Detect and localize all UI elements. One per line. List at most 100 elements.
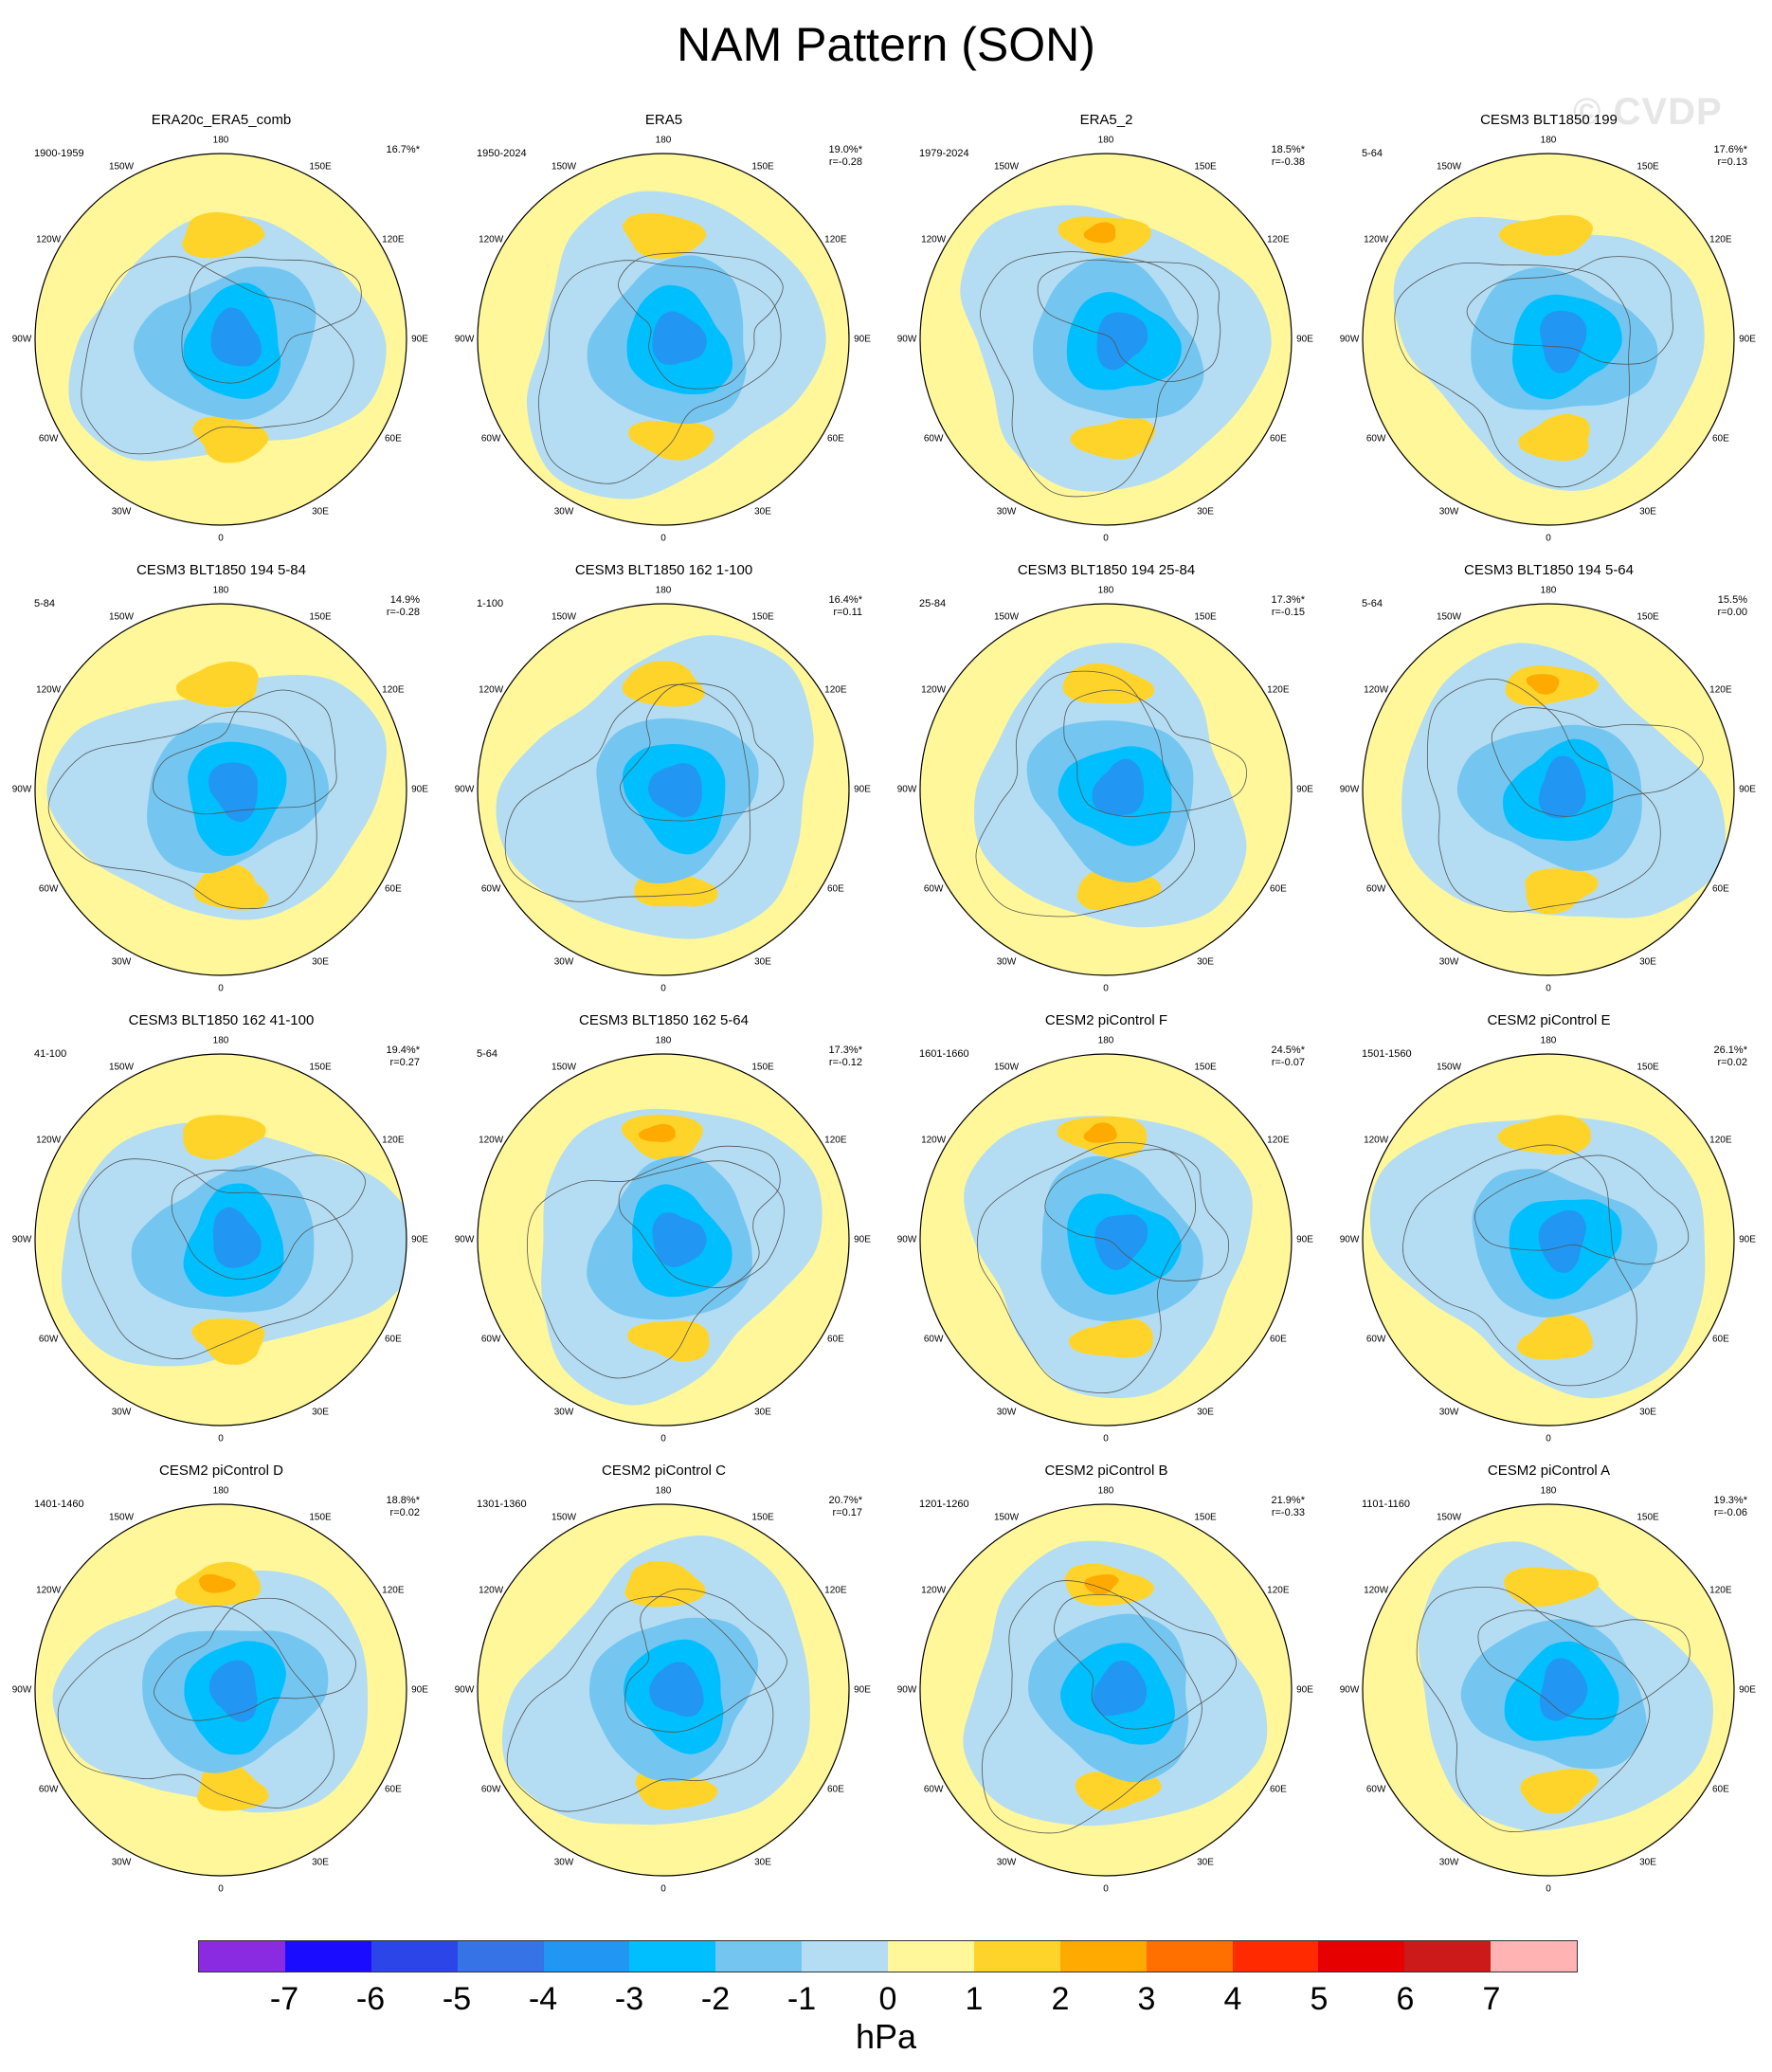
coastline: [57, 1606, 335, 1808]
variance-explained: 26.1%*: [1713, 1045, 1747, 1056]
map-boundary: [34, 1053, 407, 1427]
anomaly-region: [1520, 1769, 1599, 1814]
coastline: [1063, 689, 1247, 818]
anomaly-region: [622, 212, 707, 259]
coastline: [980, 251, 1199, 498]
map-panel: ERA5_2 1979-2024 18.5%* r=-0.38 180 150E 120E 9…: [885, 112, 1328, 562]
longitude-label: 120W: [1364, 234, 1389, 245]
map-panel: CESM3 BLT1850 162 41-100 41-100 19.4%* r=0.…: [0, 1012, 443, 1463]
longitude-label: 30E: [754, 956, 771, 968]
pattern-correlation: r=0.27: [389, 1057, 421, 1068]
longitude-label: 120E: [824, 1135, 847, 1146]
longitude-label: 120W: [479, 684, 504, 696]
longitude-label: 30W: [553, 956, 574, 968]
panel-stats: 17.3%* r=-0.12: [777, 1045, 862, 1069]
longitude-label: 90W: [896, 1234, 917, 1245]
longitude-label: 90E: [411, 1684, 428, 1696]
longitude-label: 0: [218, 1433, 224, 1445]
longitude-label: 90E: [854, 1684, 871, 1696]
colorbar-box: [1491, 1941, 1577, 1972]
variance-explained: 24.5%*: [1271, 1045, 1305, 1056]
longitude-label: 150E: [1194, 1062, 1217, 1073]
panel-period: 1501-1560: [1362, 1048, 1412, 1060]
panel-period: 1201-1260: [919, 1499, 969, 1510]
colorbar-box: [1404, 1941, 1492, 1972]
longitude-label: 60W: [1365, 883, 1386, 895]
longitude-label: 30W: [553, 506, 574, 518]
longitude-label: 180: [1540, 1035, 1557, 1046]
longitude-label: 180: [655, 1485, 672, 1497]
panel-title: CESM2 piControl F: [1044, 1012, 1168, 1028]
longitude-label: 120E: [1709, 1585, 1732, 1596]
panel-title: CESM2 piControl B: [1044, 1463, 1168, 1479]
longitude-label: 90W: [454, 1684, 475, 1696]
panel-stats: 21.9%* r=-0.33: [1220, 1495, 1305, 1519]
anomaly-region: [1068, 1318, 1153, 1358]
longitude-label: 90E: [1296, 1234, 1313, 1245]
longitude-label: 60E: [1269, 433, 1287, 445]
longitude-label: 90E: [1296, 334, 1313, 345]
anomaly-region: [1518, 413, 1590, 462]
longitude-label: 0: [1103, 983, 1109, 994]
longitude-label: 150E: [1636, 1512, 1659, 1523]
map-boundary: [1362, 1503, 1735, 1877]
longitude-label: 90E: [1296, 784, 1313, 795]
colorbar: [198, 1940, 1578, 1972]
coastline: [506, 1595, 774, 1812]
panel-period: 5-64: [1362, 598, 1383, 609]
longitude-label: 150W: [1436, 161, 1462, 173]
map-panel: CESM3 BLT1850 162 5-64 5-64 17.3%* r=-0.12 1…: [443, 1012, 885, 1463]
anomaly-region: [1538, 755, 1586, 819]
panel-stats: 19.0%* r=-0.28: [777, 144, 862, 169]
longitude-label: 90W: [1339, 334, 1360, 345]
variance-explained: 18.8%*: [386, 1495, 420, 1506]
colorbar-box: [629, 1941, 716, 1972]
longitude-label: 150E: [1194, 611, 1217, 623]
coastline: [527, 1160, 785, 1379]
longitude-label: 60W: [480, 433, 501, 445]
colorbar-box: [457, 1941, 544, 1972]
map-boundary: [919, 1503, 1293, 1877]
longitude-label: 60E: [1711, 1784, 1729, 1795]
colorbar-box: [973, 1941, 1060, 1972]
anomaly-region: [182, 211, 265, 259]
anomaly-region: [175, 661, 259, 707]
anomaly-region: [1084, 1574, 1119, 1595]
polar-map: [1362, 603, 1735, 976]
panel-stats: 16.7%*: [335, 144, 420, 156]
panel-stats: 26.1%* r=0.02: [1662, 1045, 1747, 1069]
longitude-label: 90E: [854, 784, 871, 795]
anomaly-region: [1526, 674, 1560, 695]
longitude-label: 150E: [309, 1512, 332, 1523]
longitude-label: 150W: [551, 1062, 577, 1073]
map-panel: ERA5 1950-2024 19.0%* r=-0.28 180 150E 120E 90E…: [443, 112, 885, 562]
longitude-label: 30E: [1197, 1407, 1214, 1418]
colorbar-box: [1146, 1941, 1233, 1972]
pattern-correlation: r=0.17: [832, 1507, 863, 1518]
longitude-label: 180: [1097, 1035, 1114, 1046]
coastline: [1054, 1594, 1238, 1730]
panel-title: ERA5: [644, 112, 683, 128]
longitude-label: 120W: [479, 234, 504, 245]
anomaly-region: [1070, 418, 1156, 460]
longitude-label: 0: [1546, 1883, 1551, 1895]
pattern-correlation: r=0.00: [1717, 607, 1748, 618]
longitude-label: 180: [1097, 135, 1114, 146]
longitude-label: 120W: [1364, 1135, 1389, 1146]
pattern-correlation: r=-0.07: [1271, 1057, 1305, 1068]
longitude-label: 60E: [384, 1334, 402, 1345]
panel-period: 1101-1160: [1362, 1499, 1410, 1510]
colorbar-box: [543, 1941, 630, 1972]
pattern-correlation: r=-0.33: [1271, 1507, 1305, 1518]
longitude-label: 180: [1540, 135, 1557, 146]
pattern-correlation: r=-0.12: [828, 1057, 862, 1068]
longitude-label: 60E: [1269, 883, 1287, 895]
longitude-label: 180: [1540, 585, 1557, 596]
panel-title: CESM3 BLT1850 199: [1480, 112, 1618, 128]
longitude-label: 60E: [1269, 1334, 1287, 1345]
map-boundary: [919, 603, 1293, 976]
polar-map: [919, 1053, 1293, 1427]
anomaly-region: [1093, 1661, 1148, 1717]
panel-stats: 18.5%* r=-0.38: [1220, 144, 1305, 169]
anomaly-region: [210, 307, 262, 367]
